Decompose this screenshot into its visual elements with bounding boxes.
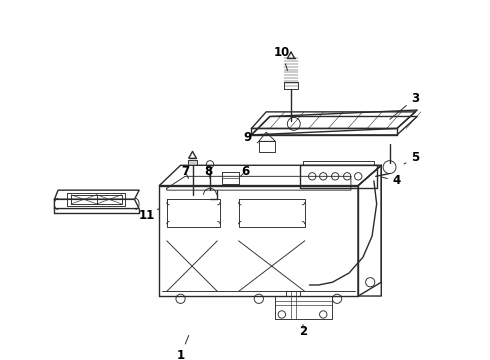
- Text: 2: 2: [299, 324, 307, 338]
- Text: 1: 1: [176, 336, 189, 360]
- Text: 4: 4: [381, 175, 401, 188]
- Text: 8: 8: [204, 165, 212, 178]
- Text: 10: 10: [274, 45, 290, 71]
- Text: 5: 5: [404, 152, 419, 165]
- Text: 7: 7: [181, 165, 189, 179]
- Text: 11: 11: [138, 208, 159, 221]
- Text: 6: 6: [241, 165, 249, 178]
- Text: 9: 9: [244, 131, 258, 144]
- Text: 3: 3: [390, 91, 419, 119]
